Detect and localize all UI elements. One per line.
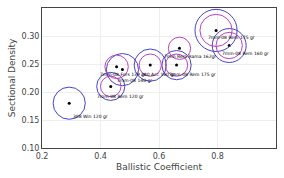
- svg-text:Ballistic Coefficient: Ballistic Coefficient: [116, 162, 202, 172]
- svg-text:0.4: 0.4: [94, 152, 107, 161]
- svg-text:0.25: 0.25: [22, 60, 40, 69]
- svg-text:0.8: 0.8: [211, 152, 224, 161]
- svg-text:308 Win 120 gr: 308 Win 120 gr: [73, 114, 108, 119]
- svg-text:0.6: 0.6: [153, 152, 166, 161]
- svg-text:Sectional Density: Sectional Density: [7, 38, 17, 117]
- svg-text:0.30: 0.30: [22, 32, 40, 41]
- svg-text:7mm-08 Rem 160 gr: 7mm-08 Rem 160 gr: [222, 51, 269, 56]
- svg-text:7mm-08 140 gr: 7mm-08 140 gr: [117, 78, 152, 83]
- svg-text:7mm Rem Rama 162gr: 7mm Rem Rama 162gr: [164, 54, 216, 59]
- svg-text:280 Acc 160 gr: 280 Acc 160 gr: [141, 72, 175, 77]
- svg-text:0.10: 0.10: [22, 144, 40, 153]
- svg-text:0.15: 0.15: [22, 116, 40, 125]
- svg-text:7mm-08 Fors 139 gr: 7mm-08 Fors 139 gr: [100, 72, 146, 77]
- svg-text:7mm-08 Rem 120 gr: 7mm-08 Rem 120 gr: [97, 94, 144, 99]
- svg-text:7mm-08 Rem 175 gr: 7mm-08 Rem 175 gr: [169, 72, 216, 77]
- svg-text:0.2: 0.2: [36, 152, 49, 161]
- svg-text:7mm-08 Rem 175 gr: 7mm-08 Rem 175 gr: [208, 35, 255, 40]
- svg-text:0.20: 0.20: [22, 88, 40, 97]
